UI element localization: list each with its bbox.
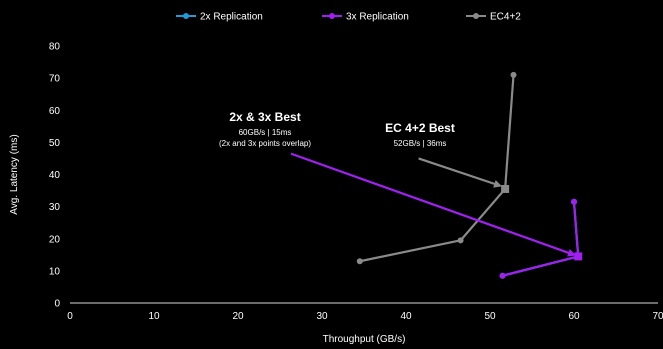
annotation-title: 2x & 3x Best: [229, 110, 300, 124]
data-point: [500, 273, 506, 279]
annotation-detail: 52GB/s | 36ms: [394, 139, 447, 148]
annotation-arrow: [419, 158, 500, 185]
legend-swatch-marker: [473, 13, 479, 19]
y-tick-label: 50: [49, 138, 61, 149]
x-tick-label: 60: [568, 311, 580, 322]
series-line-2: [360, 75, 514, 261]
y-tick-label: 60: [49, 106, 61, 117]
y-tick-label: 10: [49, 266, 61, 277]
x-axis-title: Throughput (GB/s): [323, 334, 406, 345]
y-tick-label: 0: [54, 299, 60, 310]
x-tick-label: 30: [316, 311, 328, 322]
x-tick-label: 20: [232, 311, 244, 322]
legend-swatch-marker: [183, 13, 189, 19]
legend-label: 2x Replication: [200, 12, 263, 23]
x-tick-label: 40: [400, 311, 412, 322]
x-tick-label: 10: [148, 311, 160, 322]
y-tick-label: 70: [49, 74, 61, 85]
annotation-arrow: [291, 154, 574, 255]
annotation-layer: 2x & 3x Best 60GB/s | 15ms (2x and 3x poin…: [219, 110, 574, 255]
x-tick-label: 70: [652, 311, 663, 322]
y-axis-title: Avg. Latency (ms): [9, 134, 20, 214]
y-tick-label: 20: [49, 234, 61, 245]
legend: 2x Replication 3x Replication EC4+2: [176, 12, 521, 23]
annotation-detail: 60GB/s | 15ms: [239, 128, 292, 137]
annotation-detail: (2x and 3x points overlap): [219, 139, 311, 148]
data-point: [511, 72, 517, 78]
legend-label: 3x Replication: [346, 12, 409, 23]
y-tick-label: 80: [49, 42, 61, 53]
series-line-0: [503, 202, 579, 276]
x-tick-label: 50: [484, 311, 496, 322]
y-tick-label: 40: [49, 170, 61, 181]
legend-swatch-marker: [329, 13, 335, 19]
data-point: [458, 237, 464, 243]
annotation-title: EC 4+2 Best: [385, 121, 455, 135]
legend-label: EC4+2: [490, 12, 521, 23]
best-point-marker: [501, 185, 509, 193]
data-point: [571, 199, 577, 205]
best-point-marker: [574, 252, 582, 260]
data-point: [357, 258, 363, 264]
axes: 0 10 20 30 40 50 60 70 0 10 20 30 40 50 60 70 80 Throughp…: [9, 42, 663, 346]
x-tick-label: 0: [67, 311, 73, 322]
series-line-1: [503, 202, 579, 276]
y-tick-label: 30: [49, 202, 61, 213]
